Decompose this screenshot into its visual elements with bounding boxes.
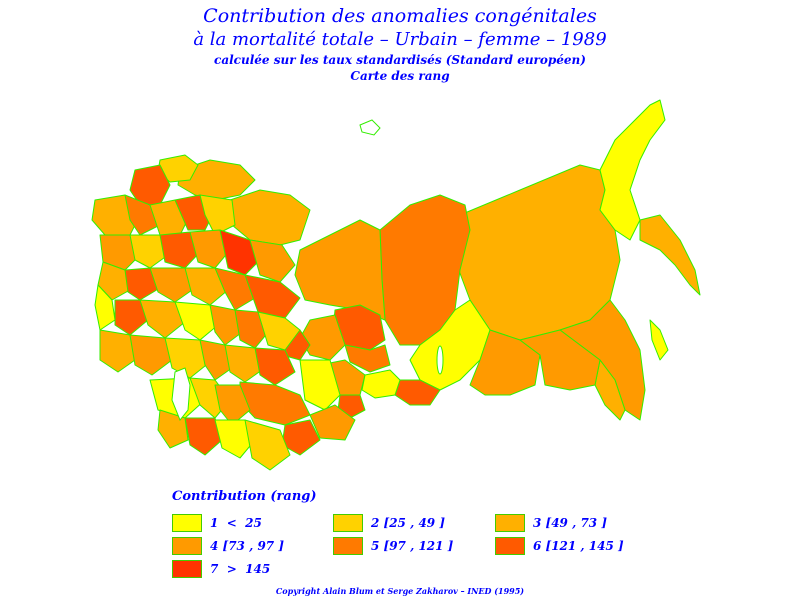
map-title-block: Contribution des anomalies congénitales … (0, 4, 800, 84)
region-tyumen (294, 219, 386, 321)
region-tuva (361, 369, 401, 399)
region-central-19 (257, 311, 301, 351)
lake-baikal (436, 345, 444, 375)
region-nw-5 (199, 194, 236, 236)
legend-label-6: 6 [121 , 145 ] (533, 539, 624, 553)
region-central-1 (99, 234, 141, 271)
region-sakhalin (649, 319, 669, 361)
region-south-4 (199, 339, 233, 381)
region-kemerovo (344, 344, 391, 373)
region-central-9 (149, 267, 196, 303)
region-south-5 (224, 344, 263, 383)
legend-swatch-5 (333, 537, 363, 555)
legend-label-2: 2 [25 , 49 ] (371, 516, 445, 530)
region-central-11 (214, 267, 256, 311)
region-central-3 (159, 231, 201, 269)
copyright-notice: Copyright Alain Blum et Serge Zakharov –… (275, 586, 525, 596)
region-komi (229, 189, 311, 246)
region-kz-1 (239, 381, 311, 426)
region-south-1 (99, 329, 136, 373)
region-kz-3 (309, 404, 356, 441)
caspian-sea (171, 367, 191, 421)
region-central-16 (174, 301, 219, 341)
region-central-15 (139, 299, 186, 339)
region-central-14 (114, 299, 149, 336)
region-kamchatka (639, 214, 701, 296)
legend-swatch-1 (172, 514, 202, 532)
legend-label-5: 5 [97 , 121 ] (371, 539, 454, 553)
legend-label-1: 1 < 25 (210, 516, 262, 530)
legend-item-4: 4 [73 , 97 ] (172, 536, 284, 556)
region-south-6 (254, 347, 296, 386)
region-central-13 (94, 284, 116, 331)
region-south-2 (129, 334, 173, 376)
legend-item-1: 1 < 25 (172, 513, 262, 533)
legend-title: Contribution (rang) (172, 489, 317, 504)
map-subtitle-2: Carte des rang (350, 69, 450, 83)
legend-label-4: 4 [73 , 97 ] (210, 539, 284, 553)
region-central-10 (184, 267, 229, 306)
region-ca-1 (184, 417, 223, 456)
region-arkhangelsk (177, 159, 256, 201)
legend-swatch-2 (333, 514, 363, 532)
legend-label-7: 7 > 145 (210, 562, 271, 576)
region-south-3 (164, 337, 211, 379)
legend-item-6: 6 [121 , 145 ] (495, 536, 624, 556)
region-amur (519, 329, 601, 391)
region-chukotka (599, 99, 666, 241)
region-central-8 (124, 267, 161, 301)
legend-swatch-7 (172, 560, 202, 578)
region-central-4 (189, 229, 231, 269)
map-title-line1: Contribution des anomalies congénitales (203, 5, 597, 27)
legend-swatch-3 (495, 514, 525, 532)
region-ca-3 (244, 419, 291, 471)
legend-item-5: 5 [97 , 121 ] (333, 536, 453, 556)
map-subtitle: calculée sur les taux standardisés (Stan… (214, 53, 586, 67)
region-central-2 (129, 234, 169, 269)
region-kz-7 (214, 384, 251, 426)
legend-item-7: 7 > 145 (172, 559, 270, 579)
region-central-12 (244, 274, 301, 319)
legend-item-2: 2 [25 , 49 ] (333, 513, 445, 533)
region-central-6 (249, 239, 296, 283)
legend-label-3: 3 [49 , 73 ] (533, 516, 607, 530)
legend-swatch-4 (172, 537, 202, 555)
map-title-line2: à la mortalité totale – Urbain – femme –… (193, 29, 607, 50)
region-novaya-zemlya (359, 119, 381, 136)
region-chita (469, 329, 541, 396)
region-ca-2 (214, 419, 256, 459)
legend-swatch-6 (495, 537, 525, 555)
region-nw-2 (124, 194, 161, 236)
region-central-7 (97, 261, 131, 301)
region-kz-2 (299, 359, 341, 411)
legend-item-3: 3 [49 , 73 ] (495, 513, 607, 533)
